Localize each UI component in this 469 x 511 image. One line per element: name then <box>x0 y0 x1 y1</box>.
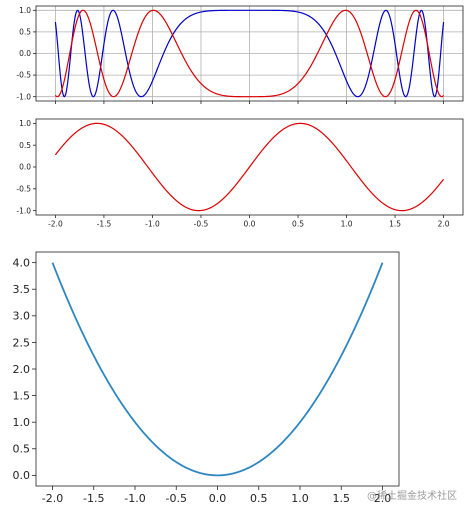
y-tick-label: -0.5 <box>16 71 31 80</box>
axes-3: 4.0 3.5 3.0 2.5 2.0 1.5 1.0 0.5 0.0 -2.0 -1.5 -1.0 -… <box>13 251 400 505</box>
x-tick-label: 0.0 <box>209 492 227 505</box>
y-tick-label: 2.0 <box>13 363 31 376</box>
series-line-1 <box>54 122 445 212</box>
x-tick-label: 1.5 <box>389 220 401 229</box>
series-line-2 <box>54 9 445 98</box>
y-tick-label: 0.0 <box>19 163 31 172</box>
x-tick-label: -1.5 <box>83 492 104 505</box>
x-tick-label: 1.5 <box>333 492 351 505</box>
x-tick-label: -0.5 <box>194 220 209 229</box>
x-tick-label: -1.0 <box>124 492 145 505</box>
x-tick-label: -1.0 <box>145 220 160 229</box>
series-line-1 <box>51 262 384 477</box>
y-tick-label: -1.0 <box>16 206 31 215</box>
x-tick-label: -1.5 <box>97 220 112 229</box>
x-tick-label: 1.0 <box>341 220 353 229</box>
y-tick-label: 1.0 <box>13 416 31 429</box>
y-tick-label: 0.5 <box>19 28 31 37</box>
x-tick-label: -0.5 <box>166 492 187 505</box>
x-tick-label: 2.0 <box>438 220 450 229</box>
y-tick-label: 0.0 <box>19 49 31 58</box>
y-tick-label: -1.0 <box>16 92 31 101</box>
y-tick-label: 0.5 <box>19 141 31 150</box>
y-tick-label: 0.0 <box>13 469 31 482</box>
y-tick-label: -0.5 <box>16 184 31 193</box>
x-tick-label: 0.5 <box>292 220 304 229</box>
y-tick-label: 3.5 <box>13 283 31 296</box>
axes-1: 1.0 0.5 0.0 -0.5 -1.0 <box>16 5 464 104</box>
x-tick-label: 0.5 <box>250 492 268 505</box>
x-tick-label: 0.0 <box>244 220 256 229</box>
y-tick-label: 1.0 <box>19 119 31 128</box>
axes-2: 1.0 0.5 0.0 -0.5 -1.0 -2.0 -1.5 -1.0 -0.5 0.0 0.5 1… <box>16 118 464 229</box>
y-tick-label: 4.0 <box>13 256 31 269</box>
x-tick-label: 2.0 <box>374 492 392 505</box>
y-tick-label: 2.5 <box>13 336 31 349</box>
y-tick-label: 0.5 <box>13 443 31 456</box>
plot-area <box>36 252 399 486</box>
watermark: @稀土掘金技术社区 <box>367 491 457 502</box>
series-line-1 <box>54 9 445 98</box>
y-tick-label: 1.5 <box>13 389 31 402</box>
x-tick-label: -2.0 <box>42 492 63 505</box>
x-tick-label: 1.0 <box>291 492 309 505</box>
y-tick-label: 1.0 <box>19 6 31 15</box>
y-tick-label: 3.0 <box>13 310 31 323</box>
x-tick-label: -2.0 <box>48 220 63 229</box>
